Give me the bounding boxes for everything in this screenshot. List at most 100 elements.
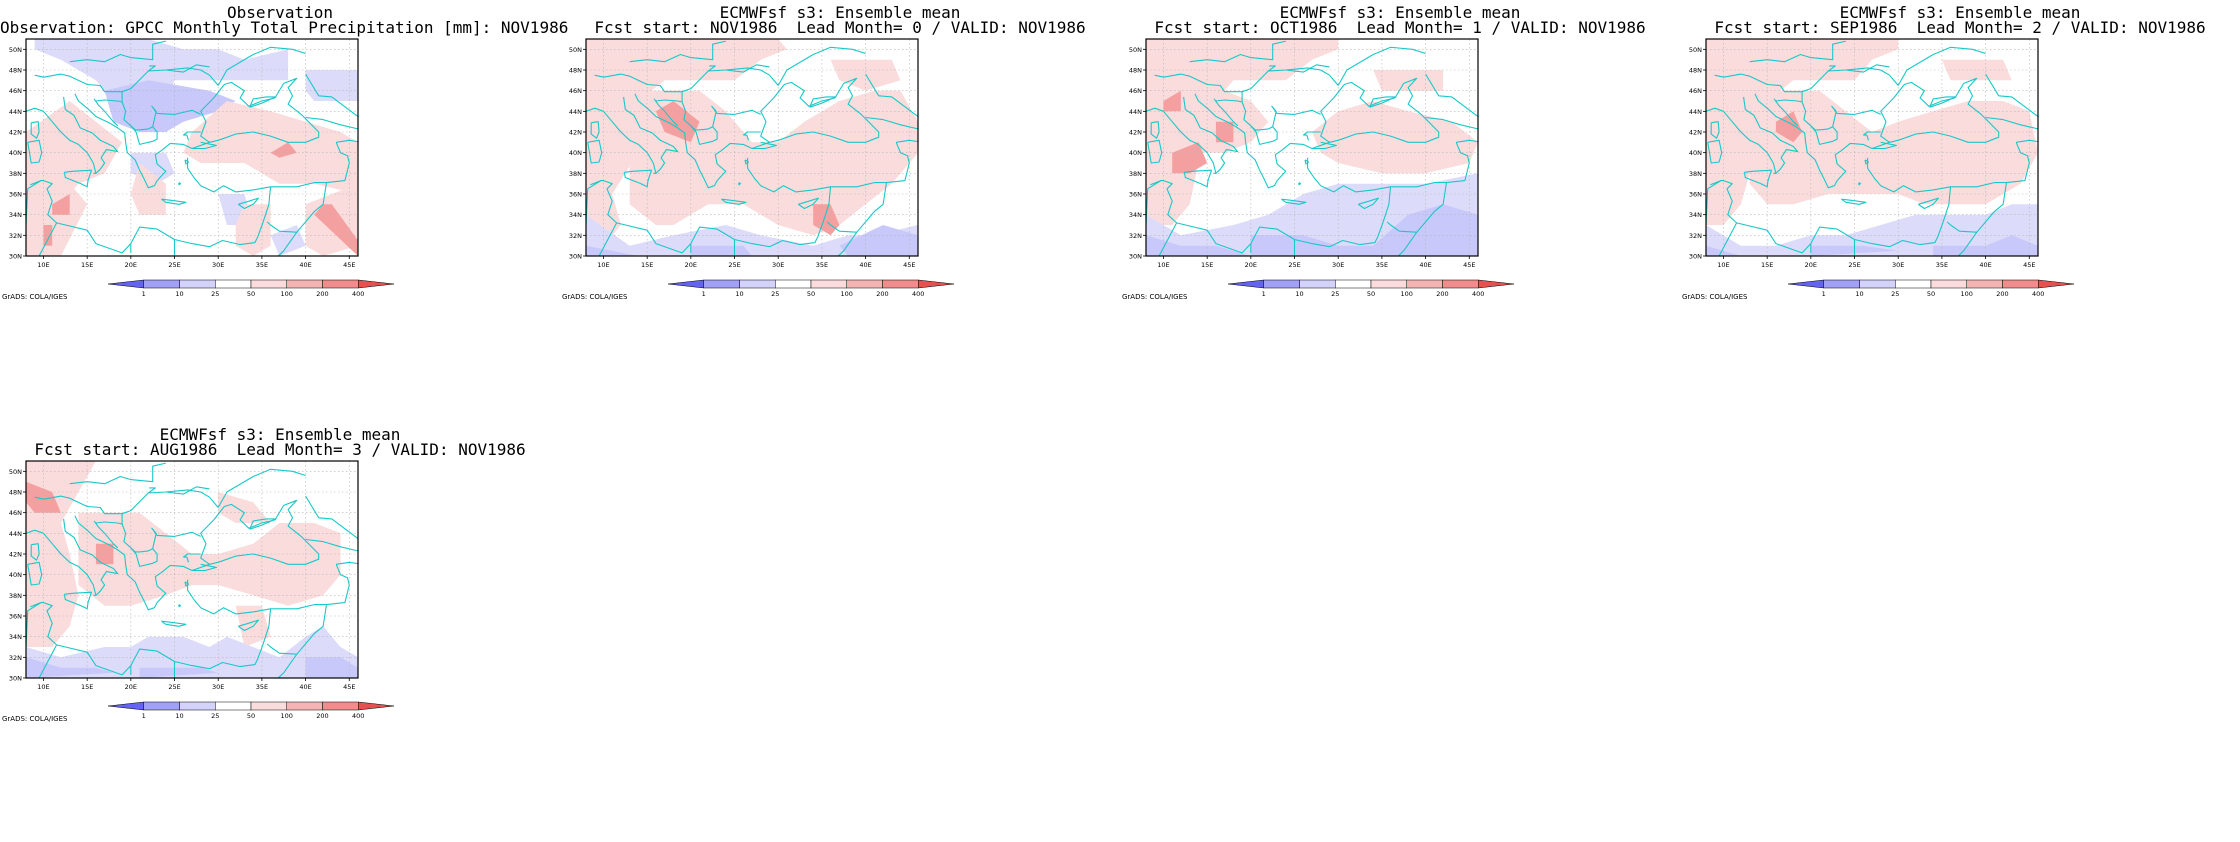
x-tick-label: 30E: [212, 261, 224, 269]
colorbar-cell: [322, 701, 359, 711]
x-tick-label: 40E: [859, 261, 871, 269]
coastline: [629, 40, 726, 63]
coastline: [1425, 73, 1478, 117]
shaded-field: [26, 39, 358, 256]
y-tick-label: 44N: [9, 530, 22, 538]
grid-lines: [26, 461, 358, 678]
colorbar-label: 100: [1401, 290, 1413, 298]
coastline: [1801, 91, 1881, 145]
panel-subtitle: Fcst start: AUG1986 Lead Month= 3 / VALI…: [34, 440, 526, 459]
coastline: [184, 581, 190, 587]
y-tick-label: 38N: [1129, 170, 1142, 178]
coastline: [305, 495, 358, 539]
coastline: [165, 486, 210, 495]
y-tick-label: 50N: [9, 46, 22, 54]
coastline: [1189, 40, 1286, 63]
coastline: [184, 159, 190, 165]
colorbar-cell: [1299, 279, 1336, 289]
coastline: [217, 468, 306, 508]
colorbar-label: 25: [211, 712, 219, 720]
coastline: [1743, 96, 1799, 174]
coastline: [830, 162, 910, 188]
coastline: [1754, 77, 2000, 189]
y-tick-label: 30N: [9, 253, 22, 261]
colorbar-label: 10: [175, 290, 183, 298]
y-tick-label: 32N: [1129, 232, 1142, 240]
grads-footer: GrADS: COLA/IGES: [2, 715, 68, 723]
x-tick-label: 30E: [1892, 261, 1904, 269]
coastline: [590, 157, 832, 254]
x-tick-label: 35E: [256, 683, 268, 691]
coastline: [161, 620, 187, 627]
panel-title: ECMWFsf s3: Ensemble mean: [719, 3, 961, 22]
coastline: [182, 553, 201, 558]
coastline: [270, 584, 350, 610]
colorbar: 1 10 25 50 100 200 400: [1787, 279, 2075, 298]
x-tick-label: 30E: [772, 261, 784, 269]
colorbar-cell-low: [107, 279, 144, 289]
coastline: [681, 91, 761, 145]
coastline: [1957, 231, 1978, 256]
x-tick-label: 35E: [1376, 261, 1388, 269]
coastline: [192, 563, 218, 572]
coastline: [30, 579, 272, 676]
coastline: [742, 131, 761, 136]
colorbar-label: 400: [2032, 290, 2044, 298]
precip-shading-red_mid: [43, 225, 53, 246]
coastline: [26, 107, 97, 174]
x-tick-label: 35E: [256, 261, 268, 269]
coastline: [1183, 96, 1239, 174]
precip-shading-red_light: [586, 39, 787, 246]
colorbar-label: 50: [1927, 290, 1935, 298]
coastline: [277, 653, 298, 678]
grid-lines: [1146, 39, 1478, 256]
coastline: [69, 40, 166, 63]
y-tick-label: 48N: [1129, 67, 1142, 75]
y-tick-label: 32N: [569, 232, 582, 240]
y-tick-label: 40N: [9, 571, 22, 579]
coastline: [183, 134, 190, 141]
colorbar-cell: [1335, 279, 1372, 289]
x-tick-label: 10E: [1717, 261, 1729, 269]
coastline: [183, 556, 190, 563]
coastline: [93, 520, 119, 549]
y-tick-label: 30N: [9, 675, 22, 683]
coastline: [738, 182, 742, 186]
colorbar-label: 200: [1996, 290, 2008, 298]
colorbar-label: 25: [1891, 290, 1899, 298]
y-tick-label: 50N: [1689, 46, 1702, 54]
y-tick-label: 32N: [9, 654, 22, 662]
y-tick-label: 46N: [1689, 87, 1702, 95]
coastline: [26, 529, 97, 596]
coastline: [1303, 134, 1310, 141]
coastline: [1718, 222, 1738, 256]
colorbar-cell: [1442, 279, 1479, 289]
precip-shading-red_mid: [52, 194, 70, 215]
coastline: [121, 513, 201, 567]
colorbar: 1 10 25 50 100 200 400: [107, 701, 395, 720]
precip-shading-red_light: [629, 90, 918, 236]
grid-lines: [1706, 39, 2038, 256]
y-tick-label: 34N: [1689, 211, 1702, 219]
y-tick-label: 36N: [1129, 191, 1142, 199]
coastline: [1706, 107, 1777, 174]
colorbar-cell: [322, 279, 359, 289]
panel-title: ECMWFsf s3: Ensemble mean: [1839, 3, 2081, 22]
panel-title: Observation: [227, 3, 333, 22]
y-tick-label: 40N: [1689, 149, 1702, 157]
colorbar-cell: [143, 279, 180, 289]
coastline: [744, 159, 750, 165]
y-tick-label: 36N: [1689, 191, 1702, 199]
coastline: [1917, 197, 1939, 210]
coastline: [1863, 134, 1870, 141]
y-tick-label: 40N: [1129, 149, 1142, 157]
panel-subtitle: Fcst start: OCT1986 Lead Month= 1 / VALI…: [1154, 18, 1646, 37]
colorbar-cell: [739, 279, 776, 289]
coastline: [1194, 77, 1440, 189]
precip-shading-red_light: [78, 512, 341, 606]
y-tick-label: 40N: [9, 149, 22, 157]
precip-shading-blue_light: [586, 214, 918, 256]
x-tick-label: 10E: [1157, 261, 1169, 269]
x-tick-label: 10E: [597, 261, 609, 269]
y-tick-label: 46N: [569, 87, 582, 95]
